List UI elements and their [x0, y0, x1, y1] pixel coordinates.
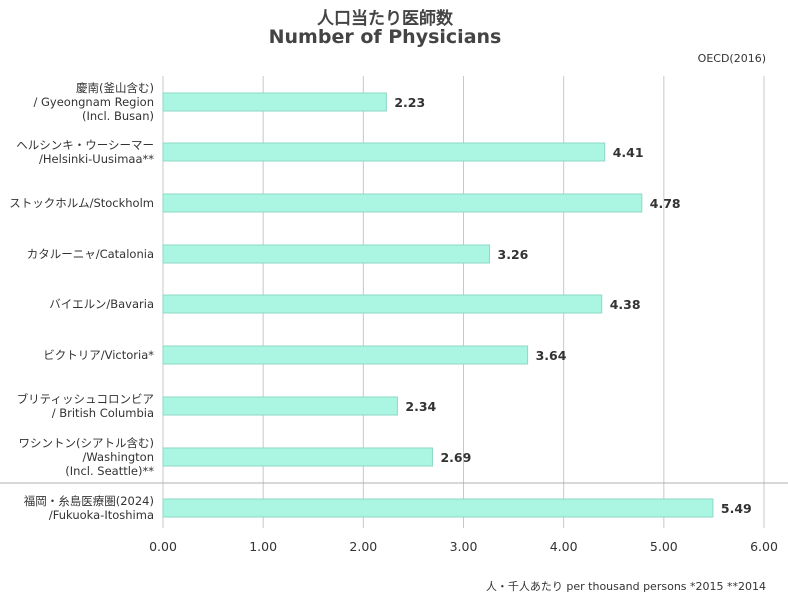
category-label: ブリティッシュコロンビア	[17, 392, 154, 406]
category-label: (Incl. Busan)	[82, 109, 154, 123]
bar	[162, 294, 603, 314]
category-label: ヘルシンキ・ウーシーマー	[16, 138, 154, 152]
x-tick-label: 2.00	[349, 539, 377, 554]
bar	[162, 142, 606, 162]
category-label: /Washington	[83, 450, 154, 464]
category-label: カタルーニャ/Catalonia	[27, 247, 154, 261]
category-label: バイエルン/Bavaria	[49, 297, 154, 311]
source-label: OECD(2016)	[697, 52, 766, 65]
category-label: /Helsinki-Uusimaa**	[39, 152, 154, 166]
value-label: 2.69	[440, 450, 471, 465]
bar	[162, 193, 643, 213]
x-tick-label: 0.00	[149, 539, 177, 554]
category-label: ストックホルム/Stockholm	[9, 196, 154, 210]
value-label: 4.41	[613, 145, 644, 160]
x-tick-label: 4.00	[550, 539, 578, 554]
value-label: 2.34	[405, 399, 436, 414]
category-label: /Fukuoka-Itoshima	[49, 508, 154, 522]
bar	[162, 447, 433, 467]
value-label: 3.26	[498, 247, 529, 262]
bar	[162, 396, 398, 416]
x-tick-label: 5.00	[650, 539, 678, 554]
category-label: / British Columbia	[52, 406, 154, 420]
chart-title-ja: 人口当たり医師数	[317, 9, 453, 29]
value-label: 5.49	[721, 501, 752, 516]
category-label: 福岡・糸島医療圏(2024)	[24, 494, 154, 508]
bar	[162, 498, 714, 518]
value-label: 4.78	[650, 196, 681, 211]
value-label: 4.38	[610, 297, 641, 312]
x-tick-label: 1.00	[249, 539, 277, 554]
chart-title-en: Number of Physicians	[268, 26, 502, 48]
category-label: ワシントン(シアトル含む)	[19, 436, 154, 450]
category-label: / Gyeongnam Region	[33, 95, 154, 109]
category-label: 慶南(釜山含む)	[76, 81, 154, 95]
category-label: ビクトリア/Victoria*	[43, 348, 154, 362]
x-tick-label: 6.00	[750, 539, 778, 554]
bar	[162, 92, 387, 112]
category-label: (Incl. Seattle)**	[65, 464, 154, 478]
x-tick-label: 3.00	[450, 539, 478, 554]
bar	[162, 345, 529, 365]
value-label: 3.64	[536, 348, 567, 363]
footnote: 人・千人あたり per thousand persons *2015 **201…	[485, 580, 766, 593]
value-label: 2.23	[394, 95, 425, 110]
bar	[162, 244, 491, 264]
